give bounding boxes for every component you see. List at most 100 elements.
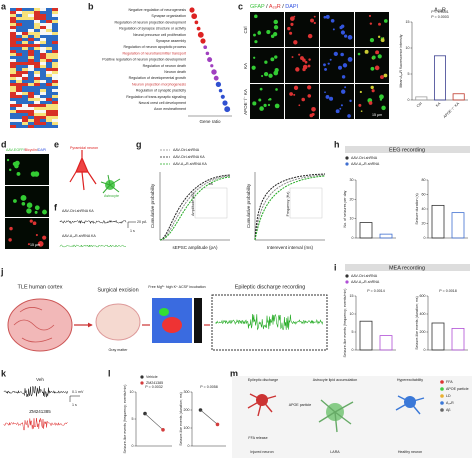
dot	[200, 38, 206, 44]
heatmap-cell	[28, 26, 34, 29]
panel-letter: m	[230, 368, 238, 378]
heatmap-cell	[52, 107, 58, 110]
heatmap-cell	[22, 35, 28, 38]
heatmap-cell	[22, 101, 28, 104]
axis-label: sEPSC amplitude (pA)	[172, 245, 218, 250]
dot	[207, 57, 213, 63]
heatmap-cell	[46, 95, 52, 98]
dot	[196, 26, 201, 31]
panel-letter: l	[108, 368, 111, 378]
cell	[301, 97, 306, 102]
axis-label: Interevent interval (ms)	[267, 245, 314, 250]
cell	[293, 85, 299, 90]
heatmap-cell	[40, 14, 46, 17]
legend-label: FFA	[446, 380, 453, 384]
heatmap-cell	[10, 68, 16, 71]
cell	[380, 38, 385, 43]
cell	[302, 67, 306, 72]
heatmap-cell	[10, 65, 16, 68]
heatmap-cell	[16, 65, 22, 68]
heatmap-cell	[34, 11, 40, 14]
heatmap-cell	[28, 107, 34, 110]
heatmap-cell	[16, 56, 22, 59]
heatmap-cell	[28, 68, 34, 71]
heatmap-cell	[22, 32, 28, 35]
heatmap-cell	[40, 53, 46, 56]
micrograph	[250, 84, 284, 119]
y-tick-label: 0	[352, 236, 354, 240]
y-tick-label: 200	[184, 408, 190, 412]
annotation: P = 0.0014	[367, 289, 384, 293]
dot	[224, 106, 231, 113]
heatmap-cell	[22, 77, 28, 80]
heatmap-cell	[16, 77, 22, 80]
legend-swatch	[345, 280, 349, 284]
trace	[3, 417, 68, 431]
cell	[34, 205, 40, 211]
y-tick-label: 5	[408, 72, 410, 76]
cell	[29, 219, 33, 223]
point	[161, 428, 165, 432]
heatmap-cell	[10, 35, 16, 38]
heatmap-cell	[28, 101, 34, 104]
heatmap-cell	[52, 68, 58, 71]
heatmap-cell	[22, 20, 28, 23]
heatmap-cell	[52, 101, 58, 104]
heatmap-cell	[10, 29, 16, 32]
panel-title: MEA recording	[389, 265, 425, 271]
heatmap-cell	[40, 101, 46, 104]
cell	[324, 91, 326, 94]
trace-label: Veh	[36, 377, 44, 382]
heatmap-cell	[28, 47, 34, 50]
annotation: P = 0.0018	[439, 289, 456, 293]
heatmap-cell	[28, 8, 34, 11]
cell	[383, 19, 388, 23]
heatmap-cell	[40, 104, 46, 107]
cell	[329, 96, 334, 101]
cell	[253, 33, 256, 37]
bar	[379, 233, 393, 239]
heatmap-cell	[40, 23, 46, 26]
stain: A₂ₐR	[269, 4, 281, 10]
heatmap-cell	[28, 119, 34, 122]
heatmap-cell	[16, 68, 22, 71]
heatmap-cell	[34, 101, 40, 104]
heatmap-cell	[28, 65, 34, 68]
heatmap-cell	[22, 26, 28, 29]
heatmap-cell	[22, 53, 28, 56]
heatmap-cell	[16, 50, 22, 53]
heatmap-cell	[40, 8, 46, 11]
heatmap-cell	[34, 20, 40, 23]
heatmap-cell	[16, 20, 22, 23]
schematic-label: Epileptic discharge	[248, 378, 278, 382]
legend-label: AAV-Ctrl-shRNA	[351, 156, 378, 160]
step-label: Epileptic discharge recording	[235, 284, 306, 290]
heatmap-cell	[28, 125, 34, 128]
heatmap-cell	[16, 113, 22, 116]
legend-swatch	[140, 381, 144, 385]
heatmap-cell	[22, 116, 28, 119]
cell	[307, 94, 312, 98]
heatmap-cell	[22, 92, 28, 95]
heatmap-cell	[16, 71, 22, 74]
heatmap-cell	[22, 80, 28, 83]
cell	[371, 89, 375, 93]
heatmap-cell	[10, 113, 16, 116]
heatmap-cell	[16, 83, 22, 86]
y-tick-label: 15	[350, 294, 354, 298]
heatmap-cell	[52, 8, 58, 11]
legend-label: Aβ	[446, 408, 450, 412]
dot	[205, 51, 210, 56]
heatmap-cell	[34, 125, 40, 128]
heatmap-cell	[46, 14, 52, 17]
axis-label: Seizure-like events (duration; ms)	[415, 296, 419, 350]
heatmap-cell	[28, 17, 34, 20]
heatmap-cell	[40, 116, 46, 119]
heatmap-cell	[28, 92, 34, 95]
bar	[452, 93, 465, 101]
heatmap-cell	[40, 59, 46, 62]
y-tick-label: 100	[184, 426, 190, 430]
heatmap-cell	[10, 83, 16, 86]
cell	[293, 93, 296, 96]
heatmap-cell	[28, 122, 34, 125]
